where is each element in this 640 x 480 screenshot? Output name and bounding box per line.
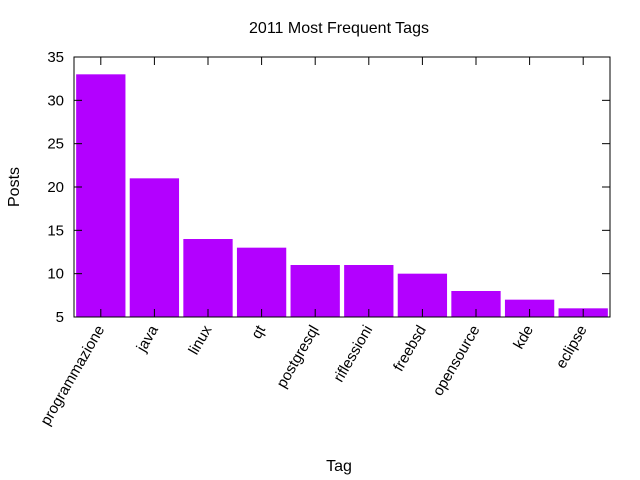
bar-postgresql — [290, 265, 340, 317]
chart-title: 2011 Most Frequent Tags — [249, 20, 429, 37]
bar-kde — [504, 299, 555, 317]
y-tick-label: 30 — [47, 92, 64, 109]
x-tick-label-programmazione: programmazione — [37, 323, 108, 429]
y-tick-label: 10 — [47, 266, 64, 283]
bars-group — [76, 74, 608, 317]
x-tick-label-riflessioni: riflessioni — [330, 323, 376, 386]
y-tick-label: 35 — [47, 49, 64, 66]
y-axis-label: Posts — [6, 167, 23, 207]
x-tick-label-linux: linux — [185, 322, 215, 358]
x-axis-label: Tag — [326, 458, 352, 475]
x-tick-label-freebsd: freebsd — [390, 323, 430, 375]
x-tick-label-java: java — [133, 322, 162, 356]
x-tick-label-qt: qt — [248, 322, 269, 342]
y-tick-label: 20 — [47, 179, 64, 196]
x-tick-label-eclipse: eclipse — [553, 323, 591, 372]
y-axis: 5 10 15 20 25 30 35 — [47, 49, 610, 326]
x-tick-label-opensource: opensource — [430, 323, 484, 399]
bar-linux — [183, 239, 233, 317]
y-tick-label: 15 — [47, 222, 64, 239]
bar-riflessioni — [344, 265, 394, 317]
plot-frame — [73, 56, 611, 318]
bar-programmazione — [76, 74, 126, 317]
y-tick-label: 5 — [56, 309, 64, 326]
y-tick-label: 25 — [47, 136, 64, 153]
x-tick-label-kde: kde — [510, 323, 537, 352]
x-tick-label-postgresql: postgresql — [273, 323, 322, 391]
bar-java — [129, 178, 180, 317]
bar-qt — [236, 247, 287, 317]
